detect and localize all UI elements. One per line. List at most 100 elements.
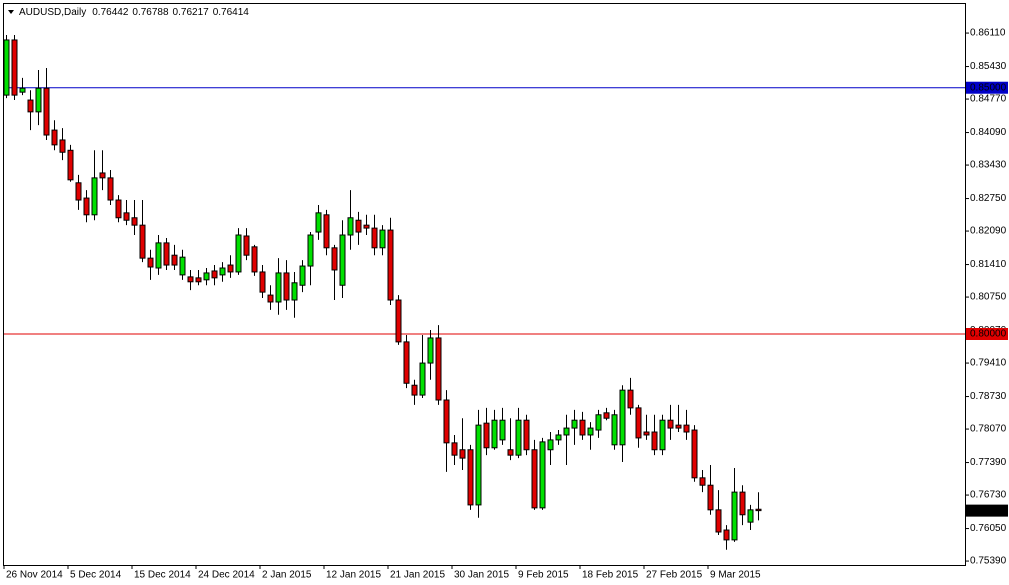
x-tick-label: 18 Feb 2015 bbox=[582, 570, 639, 581]
candle-body bbox=[483, 422, 490, 449]
plot-frame bbox=[3, 3, 966, 566]
candle-body bbox=[27, 99, 34, 113]
candle-body bbox=[123, 212, 130, 221]
y-tick-label: 0.78070 bbox=[970, 424, 1007, 435]
price-label: 0.76414 bbox=[970, 505, 1007, 516]
candle-body bbox=[283, 272, 290, 301]
candle-body bbox=[235, 234, 242, 273]
candle-body bbox=[83, 197, 90, 216]
x-tick-label: 2 Jan 2015 bbox=[262, 570, 312, 581]
header-close: 0.76414 bbox=[213, 7, 250, 18]
candle-body bbox=[211, 270, 218, 279]
level-label: 0.80000 bbox=[970, 329, 1007, 340]
candle-body bbox=[531, 449, 538, 509]
candle-body bbox=[251, 246, 258, 273]
candle-body bbox=[131, 217, 138, 226]
candle-body bbox=[403, 341, 410, 384]
candle-body bbox=[387, 229, 394, 301]
y-tick-label: 0.85430 bbox=[970, 61, 1007, 72]
candle-body bbox=[587, 427, 594, 436]
candle-body bbox=[515, 419, 522, 456]
candle-body bbox=[707, 484, 714, 511]
candle-body bbox=[579, 419, 586, 436]
candle-body bbox=[107, 177, 114, 201]
candle-body bbox=[179, 256, 186, 276]
candle-body bbox=[323, 214, 330, 249]
x-tick-label: 15 Dec 2014 bbox=[134, 570, 191, 581]
candle-body bbox=[555, 434, 562, 441]
candle-body bbox=[507, 449, 514, 456]
candle-body bbox=[267, 294, 274, 303]
y-tick-label: 0.82750 bbox=[970, 193, 1007, 204]
candle-body bbox=[499, 419, 506, 441]
y-tick-label: 0.75390 bbox=[970, 556, 1007, 567]
candle-body bbox=[115, 199, 122, 219]
candle-body bbox=[627, 389, 634, 409]
candle-body bbox=[723, 529, 730, 541]
candle-body bbox=[187, 276, 194, 283]
candle-body bbox=[427, 337, 434, 364]
candle-body bbox=[683, 424, 690, 433]
candle-body bbox=[227, 264, 234, 273]
candle-body bbox=[35, 87, 42, 113]
candle-body bbox=[259, 271, 266, 293]
candle-body bbox=[435, 337, 442, 401]
candle-body bbox=[659, 419, 666, 451]
candle-body bbox=[643, 431, 650, 436]
candle-body bbox=[571, 419, 578, 429]
y-tick-label: 0.82090 bbox=[970, 226, 1007, 237]
x-tick-label: 24 Dec 2014 bbox=[198, 570, 255, 581]
y-tick-label: 0.86110 bbox=[970, 28, 1006, 39]
menu-arrow[interactable] bbox=[8, 10, 14, 14]
candle-body bbox=[275, 272, 282, 303]
candle-body bbox=[547, 439, 554, 451]
candle-body bbox=[203, 272, 210, 281]
candle-body bbox=[667, 419, 674, 429]
candle-body bbox=[451, 442, 458, 456]
candle-body bbox=[595, 414, 602, 431]
candle-body bbox=[299, 265, 306, 286]
header-high: 0.76788 bbox=[132, 7, 169, 18]
y-tick-label: 0.77390 bbox=[970, 457, 1007, 468]
level-label-box bbox=[966, 81, 1008, 94]
candle-body bbox=[363, 224, 370, 229]
candle-body bbox=[51, 129, 58, 146]
candle-body bbox=[155, 242, 162, 269]
candle-body bbox=[651, 431, 658, 451]
y-tick-label: 0.78730 bbox=[970, 391, 1007, 402]
candle-body bbox=[243, 235, 250, 256]
y-tick-label: 0.80750 bbox=[970, 292, 1007, 303]
candle-body bbox=[635, 407, 642, 439]
candle-body bbox=[147, 257, 154, 268]
candle-body bbox=[395, 299, 402, 343]
candle-body bbox=[619, 389, 626, 446]
candle-body bbox=[739, 491, 746, 516]
candle-body bbox=[747, 509, 754, 523]
y-tick-label: 0.84090 bbox=[970, 127, 1007, 138]
candle-body bbox=[139, 224, 146, 259]
candle-body bbox=[475, 424, 482, 506]
candle-body bbox=[379, 229, 386, 249]
candle-body bbox=[691, 429, 698, 479]
candle-body bbox=[459, 449, 466, 459]
candle-body bbox=[715, 509, 722, 533]
header-low: 0.76217 bbox=[173, 7, 210, 18]
candle-body bbox=[539, 441, 546, 509]
level-label-box bbox=[966, 328, 1008, 340]
x-tick-label: 26 Nov 2014 bbox=[6, 570, 63, 581]
candle-body bbox=[331, 247, 338, 271]
x-tick-label: 9 Mar 2015 bbox=[710, 570, 761, 581]
candle-body bbox=[755, 508, 762, 512]
candle-body bbox=[67, 149, 74, 181]
candle-body bbox=[291, 282, 298, 301]
candle-body bbox=[195, 277, 202, 283]
candle-body bbox=[419, 362, 426, 396]
candle-body bbox=[347, 217, 354, 236]
candle-body bbox=[171, 254, 178, 266]
x-tick-label: 5 Dec 2014 bbox=[70, 570, 122, 581]
y-tick-label: 0.83430 bbox=[970, 160, 1007, 171]
candle-body bbox=[43, 87, 50, 136]
candle-body bbox=[3, 39, 10, 96]
